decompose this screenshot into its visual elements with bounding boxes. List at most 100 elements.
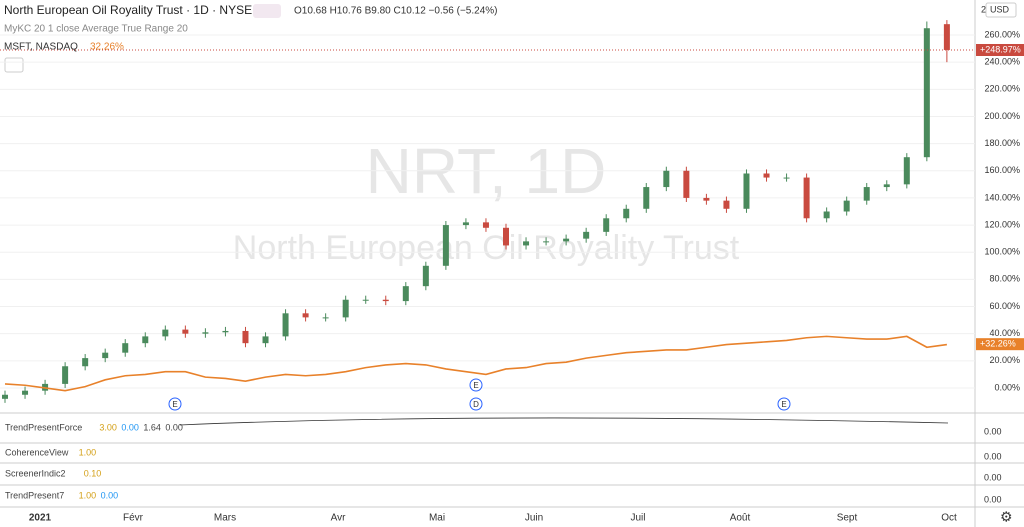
candle-body: [402, 286, 409, 302]
pane-value: 0.10: [84, 468, 102, 478]
compare-value: 32.26%: [90, 42, 124, 53]
x-tick-label: Juil: [630, 513, 645, 524]
event-marker: [777, 397, 791, 411]
candle-body: [382, 299, 389, 302]
candle-body: [342, 299, 349, 318]
candle-body: [442, 225, 449, 266]
y-tick-label: 40.00%: [989, 328, 1020, 338]
candle-body: [262, 336, 269, 344]
pane-value: 0.00: [101, 490, 119, 500]
pane-axis-label: 0.00: [984, 451, 1002, 461]
candle-body: [863, 187, 870, 201]
event-marker: [469, 397, 483, 411]
y-tick-label: 180.00%: [984, 138, 1020, 148]
candle-body: [102, 352, 109, 359]
event-label: E: [172, 400, 177, 409]
candle-body: [923, 28, 930, 158]
candle-body: [482, 222, 489, 228]
pane-name: CoherenceView: [5, 447, 69, 457]
candle-body: [22, 390, 29, 395]
collapse-button[interactable]: [4, 57, 24, 73]
candle-body: [943, 24, 950, 50]
event-marker: [469, 378, 483, 392]
pane-name: TrendPresentForce: [5, 422, 82, 432]
event-label: E: [473, 381, 478, 390]
candle-body: [903, 157, 910, 185]
candle-body: [142, 336, 149, 344]
pane-line: [179, 417, 949, 426]
compare-tag: [976, 338, 1024, 351]
x-tick-label: Août: [730, 513, 751, 524]
candle-body: [543, 241, 550, 243]
candle-body: [583, 231, 590, 239]
pane-value: 0.00: [121, 422, 139, 432]
indicator-label: MyKC 20 1 close Average True Range 20: [4, 24, 188, 35]
settings-icon[interactable]: ⚙: [1000, 509, 1013, 525]
candle-body: [783, 177, 790, 179]
x-tick-label: Avr: [331, 513, 346, 524]
pane-value: 1.64: [143, 422, 161, 432]
currency-button[interactable]: [985, 2, 1017, 18]
axis-corner: 2: [981, 4, 986, 14]
candle-body: [362, 299, 369, 301]
x-tick-label: Juin: [525, 513, 543, 524]
candle-body: [763, 173, 770, 178]
candle-body: [823, 211, 830, 219]
candle-body: [523, 241, 530, 246]
candle-body: [302, 313, 309, 318]
candle-body: [743, 173, 750, 209]
candle-body: [643, 187, 650, 209]
candle-body: [242, 330, 249, 344]
x-tick-label: Mai: [429, 513, 445, 524]
y-tick-label: 220.00%: [984, 84, 1020, 94]
pane-name: ScreenerIndic2: [5, 468, 66, 478]
candle-body: [82, 358, 89, 367]
pane-value: 1.00: [79, 490, 97, 500]
y-tick-label: 140.00%: [984, 192, 1020, 202]
compare-price-label: +32.26%: [980, 339, 1016, 349]
y-tick-label: 240.00%: [984, 57, 1020, 67]
x-tick-label: Mars: [214, 513, 236, 524]
compare-button[interactable]: [253, 4, 281, 18]
y-tick-label: 60.00%: [989, 301, 1020, 311]
candle-body: [803, 177, 810, 219]
x-tick-label: Févr: [123, 513, 144, 524]
candle-body: [703, 197, 710, 201]
candle-body: [202, 332, 209, 334]
x-tick-label: Sept: [837, 513, 858, 524]
pane-name: TrendPresent7: [5, 490, 64, 500]
event-label: E: [781, 400, 786, 409]
pane-value: 0.00: [165, 422, 183, 432]
candle-body: [503, 227, 509, 246]
candle-body: [462, 222, 469, 226]
candle-body: [883, 184, 890, 188]
price-label: +248.97%: [980, 44, 1021, 54]
candle-body: [162, 329, 169, 337]
y-tick-label: 120.00%: [984, 219, 1020, 229]
candle-body: [222, 330, 229, 333]
pane-axis-label: 0.00: [984, 494, 1002, 504]
compare-label: MSFT, NASDAQ: [4, 42, 78, 53]
pane-value: 3.00: [99, 422, 117, 432]
candle-body: [122, 343, 129, 353]
event-marker: [168, 397, 182, 411]
y-tick-label: 160.00%: [984, 165, 1020, 175]
x-tick-label: Oct: [941, 513, 957, 524]
pane-axis-label: 0.00: [984, 472, 1002, 482]
price-tag: [976, 43, 1024, 56]
candle-body: [603, 218, 610, 232]
event-label: D: [473, 400, 479, 409]
x-tick-label: 2021: [29, 513, 52, 524]
y-tick-label: 100.00%: [984, 247, 1020, 257]
y-tick-label: 80.00%: [989, 274, 1020, 284]
pane-value: 1.00: [79, 447, 97, 457]
y-tick-label: 0.00%: [994, 382, 1020, 392]
candle-body: [2, 394, 8, 399]
candle-body: [322, 317, 329, 319]
pane-axis-label: 0.00: [984, 426, 1002, 436]
candle-body: [182, 329, 189, 334]
candle-body: [422, 265, 429, 287]
y-tick-label: 260.00%: [984, 29, 1020, 39]
